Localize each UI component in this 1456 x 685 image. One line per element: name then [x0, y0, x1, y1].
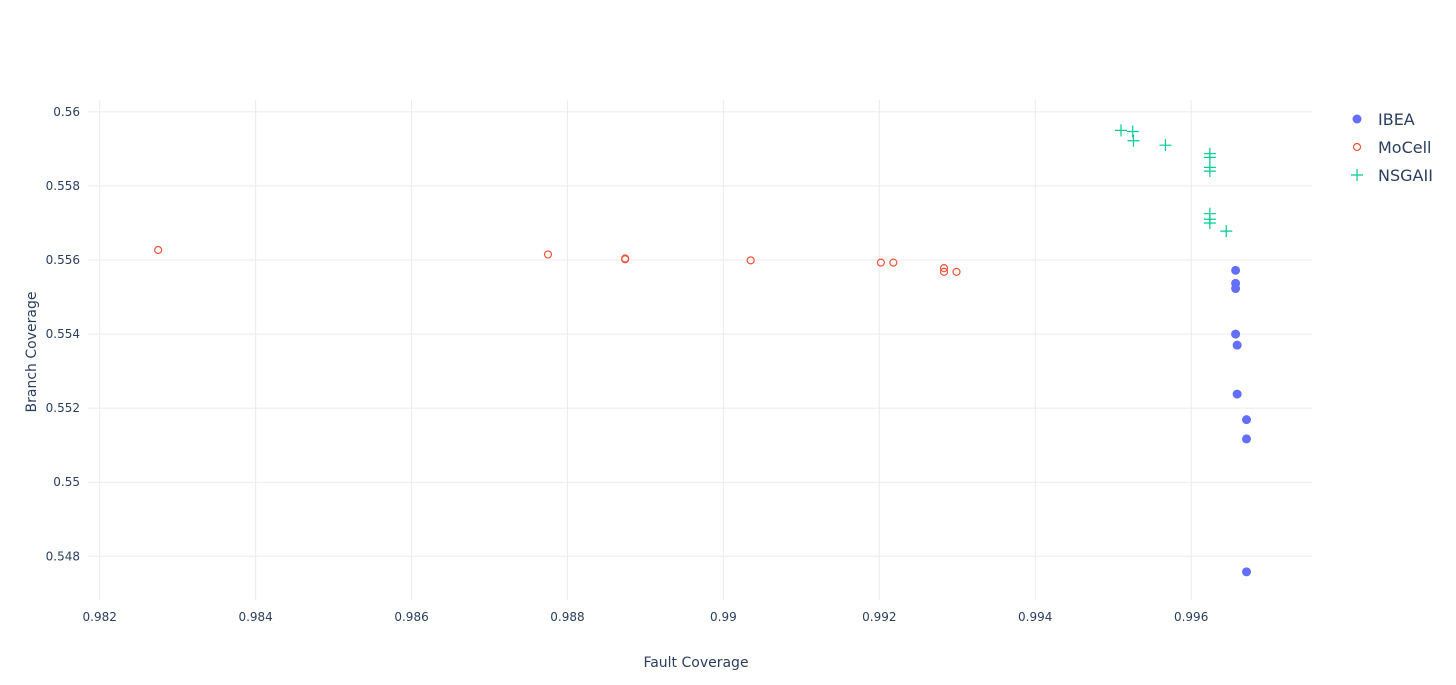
x-tick-label: 0.996 [1174, 610, 1208, 624]
data-point-mocell [939, 267, 949, 276]
data-point-mocell [543, 250, 553, 259]
data-point-nsgaii [1203, 151, 1216, 164]
data-point-nsgaii [1114, 124, 1127, 137]
legend[interactable]: IBEA MoCell NSGAII [1351, 110, 1433, 185]
y-tick-label: 0.558 [46, 179, 80, 193]
data-point-mocell [746, 256, 755, 265]
legend-label: IBEA [1378, 110, 1415, 129]
data-point-nsgaii [1159, 139, 1172, 152]
data-point-mocell [154, 245, 163, 255]
x-axis-ticks: 0.982 0.984 0.986 0.988 0.99 0.992 0.994 0.996 [83, 610, 1209, 624]
data-point-ibea [1231, 265, 1241, 275]
x-tick-label: 0.984 [238, 610, 272, 624]
y-tick-label: 0.552 [46, 401, 80, 415]
x-tick-label: 0.99 [710, 610, 737, 624]
x-tick-label: 0.992 [862, 610, 896, 624]
series-ibea [1231, 265, 1252, 577]
legend-item-ibea[interactable]: IBEA [1352, 110, 1415, 129]
data-point-ibea [1232, 340, 1242, 350]
y-tick-label: 0.548 [46, 549, 80, 563]
data-point-ibea [1242, 415, 1252, 425]
series-nsgaii [1114, 124, 1233, 238]
y-tick-label: 0.55 [53, 475, 80, 489]
data-point-ibea [1231, 329, 1241, 339]
legend-item-mocell[interactable]: MoCell [1352, 138, 1432, 157]
x-tick-label: 0.982 [83, 610, 117, 624]
data-points [154, 124, 1252, 577]
y-tick-label: 0.56 [53, 105, 80, 119]
data-point-mocell [952, 267, 961, 276]
data-point-nsgaii [1127, 134, 1140, 147]
data-point-mocell [889, 258, 898, 267]
data-point-mocell [876, 258, 885, 267]
data-point-ibea [1242, 434, 1252, 444]
y-axis-ticks: 0.548 0.55 0.552 0.554 0.556 0.558 0.56 [46, 105, 80, 563]
data-point-mocell [621, 255, 630, 264]
x-tick-label: 0.986 [394, 610, 428, 624]
legend-item-nsgaii[interactable]: NSGAII [1351, 166, 1433, 185]
y-axis-title: Branch Coverage [24, 292, 40, 413]
data-point-mocell [939, 264, 949, 273]
legend-marker-ibea [1352, 114, 1362, 124]
y-tick-label: 0.554 [46, 327, 80, 341]
legend-marker-mocell [1352, 142, 1362, 152]
y-tick-label: 0.556 [46, 253, 80, 267]
data-point-nsgaii [1220, 225, 1233, 238]
series-mocell [154, 245, 961, 276]
data-point-ibea [1231, 284, 1241, 294]
legend-label: NSGAII [1378, 166, 1433, 185]
data-point-nsgaii [1203, 216, 1216, 229]
legend-marker-nsgaii [1351, 169, 1363, 181]
legend-label: MoCell [1378, 138, 1432, 157]
data-point-nsgaii [1203, 165, 1216, 178]
grid [88, 100, 1312, 600]
data-point-ibea [1242, 567, 1252, 577]
data-point-nsgaii [1126, 125, 1139, 138]
x-tick-label: 0.994 [1018, 610, 1052, 624]
x-axis-title: Fault Coverage [643, 655, 748, 671]
x-tick-label: 0.988 [550, 610, 584, 624]
data-point-ibea [1232, 389, 1242, 399]
